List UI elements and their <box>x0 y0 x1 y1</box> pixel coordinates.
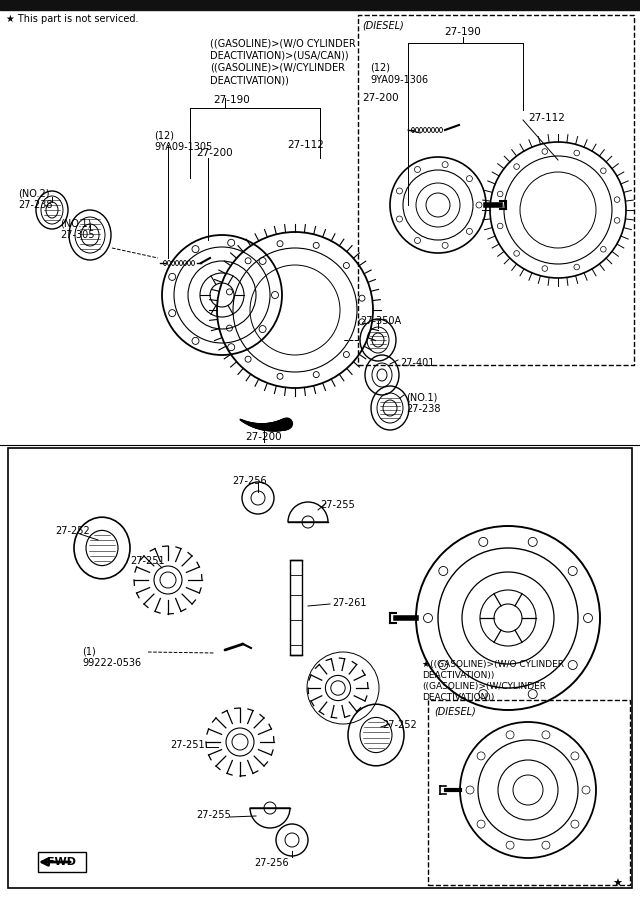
Bar <box>428 700 630 885</box>
Text: 27-255: 27-255 <box>196 810 231 820</box>
Bar <box>358 15 634 365</box>
Text: 27-350A: 27-350A <box>360 316 401 326</box>
Text: 27-251: 27-251 <box>130 556 164 566</box>
Text: 27-256: 27-256 <box>255 858 289 868</box>
Bar <box>290 560 302 655</box>
Text: (12)
9YA09-1306: (12) 9YA09-1306 <box>370 63 428 85</box>
Text: 27-401: 27-401 <box>400 358 435 368</box>
Text: 27-200: 27-200 <box>362 93 399 103</box>
Text: (12)
9YA09-1305: (12) 9YA09-1305 <box>154 130 212 151</box>
Text: 27-200: 27-200 <box>246 432 282 442</box>
Text: (DIESEL): (DIESEL) <box>362 21 404 31</box>
Text: ★ This part is not serviced.: ★ This part is not serviced. <box>6 14 138 24</box>
Text: 27-200: 27-200 <box>196 148 232 158</box>
Text: 27-190: 27-190 <box>445 27 481 37</box>
Text: 27-252: 27-252 <box>382 720 417 730</box>
Text: ((GASOLINE)>(W/O CYLINDER
DEACTIVATION)>(USA/CAN))
((GASOLINE)>(W/CYLINDER
DEACT: ((GASOLINE)>(W/O CYLINDER DEACTIVATION)>… <box>210 38 356 86</box>
Bar <box>38 852 86 872</box>
Text: 27-252: 27-252 <box>55 526 90 536</box>
Text: ★((GASOLINE)>(W/O CYLINDER
DEACTIVATION))
((GASOLINE)>(W/CYLINDER
DEACTIVATION)): ★((GASOLINE)>(W/O CYLINDER DEACTIVATION)… <box>422 660 564 702</box>
Text: (1)
99222-0536: (1) 99222-0536 <box>82 646 141 668</box>
Text: 27-261: 27-261 <box>332 598 367 608</box>
Text: (NO.2)
27-238: (NO.2) 27-238 <box>18 188 52 210</box>
Text: 27-112: 27-112 <box>528 113 565 123</box>
Text: 27-255: 27-255 <box>320 500 355 510</box>
Text: ★: ★ <box>612 879 622 889</box>
Bar <box>0 0 640 10</box>
Text: 27-190: 27-190 <box>213 95 250 105</box>
Text: (DIESEL): (DIESEL) <box>434 706 476 716</box>
Text: 27-256: 27-256 <box>233 476 268 486</box>
Bar <box>8 448 632 888</box>
Text: (NO.1)
27-305: (NO.1) 27-305 <box>60 218 95 239</box>
Text: (NO.1)
27-238: (NO.1) 27-238 <box>406 392 440 414</box>
Text: 27-251: 27-251 <box>170 740 205 750</box>
Text: 27-112: 27-112 <box>287 140 324 150</box>
Text: FWD: FWD <box>47 857 77 867</box>
